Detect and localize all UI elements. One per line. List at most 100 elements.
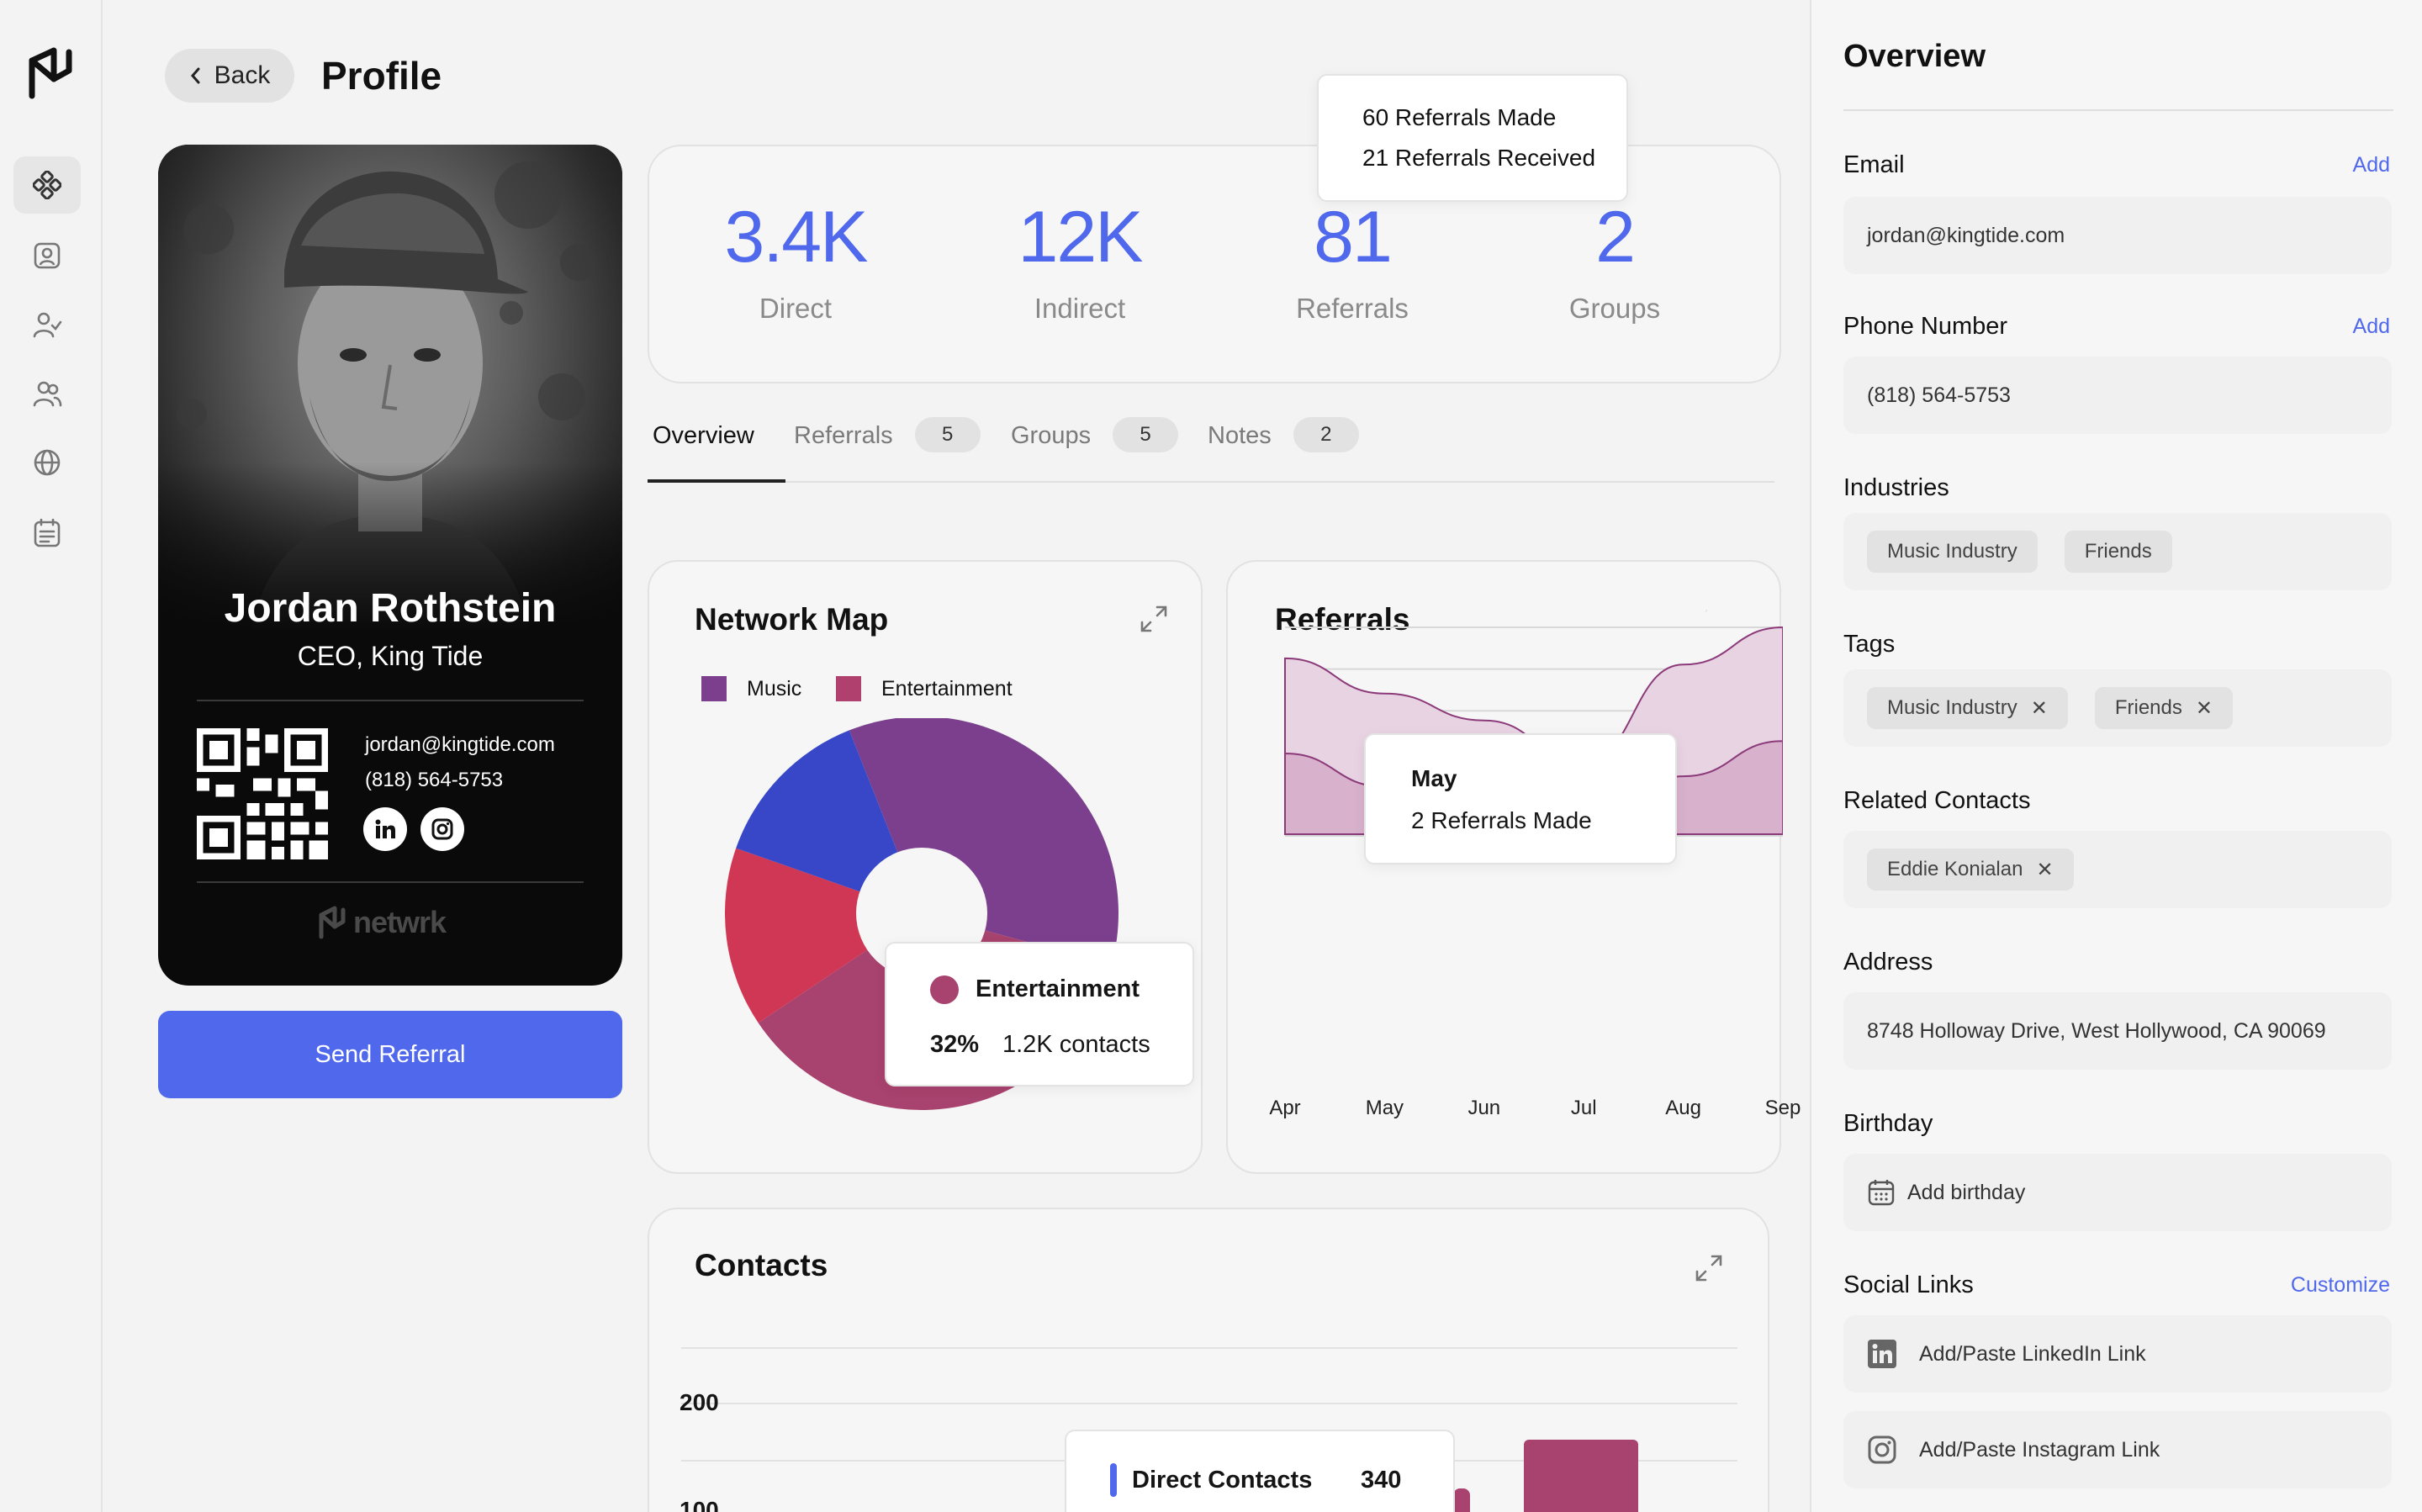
tags-field[interactable]: Music Industry ✕ Friends ✕ bbox=[1843, 669, 2392, 747]
tab-referrals[interactable]: Referrals 5 bbox=[794, 415, 981, 483]
pie-slice[interactable] bbox=[725, 848, 922, 1023]
industry-chip[interactable]: Music Industry bbox=[1867, 531, 2038, 573]
email-value: jordan@kingtide.com bbox=[1867, 223, 2065, 247]
linkedin-placeholder: Add/Paste LinkedIn Link bbox=[1919, 1341, 2146, 1366]
y-tick: 100 bbox=[680, 1497, 719, 1512]
x-tick-label: Jul bbox=[1570, 1097, 1597, 1119]
remove-icon[interactable]: ✕ bbox=[2030, 696, 2048, 720]
legend-label: Entertainment bbox=[881, 676, 1013, 700]
series-dot bbox=[930, 975, 959, 1004]
tooltip-value: 2 Referrals Made bbox=[1411, 807, 1592, 833]
phone-field[interactable]: (818) 564-5753 bbox=[1843, 357, 2392, 434]
users-icon[interactable] bbox=[13, 365, 81, 422]
qr-code[interactable] bbox=[197, 728, 328, 859]
page-title: Profile bbox=[321, 54, 442, 98]
globe-icon[interactable] bbox=[13, 434, 81, 491]
linkedin-icon[interactable] bbox=[363, 807, 407, 851]
industries-label: Industries bbox=[1843, 474, 1949, 501]
send-referral-button[interactable]: Send Referral bbox=[158, 1011, 622, 1098]
count-badge: 5 bbox=[1113, 417, 1179, 452]
industries-field[interactable]: Music Industry Friends bbox=[1843, 513, 2392, 590]
stat-label: Groups bbox=[1568, 293, 1661, 324]
tab-label: Referrals bbox=[794, 422, 893, 449]
calendar-list-icon[interactable] bbox=[13, 505, 81, 562]
stat-label: Referrals bbox=[1296, 293, 1409, 324]
email-label: Email bbox=[1843, 151, 1905, 178]
bar[interactable] bbox=[1453, 1488, 1470, 1512]
tags-label: Tags bbox=[1843, 631, 1896, 658]
tab-overview[interactable]: Overview bbox=[648, 415, 785, 483]
contact-card-icon[interactable] bbox=[13, 227, 81, 284]
email-field[interactable]: jordan@kingtide.com bbox=[1843, 197, 2392, 274]
tooltip-percent: 32% bbox=[930, 1031, 980, 1058]
birthday-field[interactable]: Add birthday bbox=[1843, 1154, 2392, 1231]
referrals-tooltip: 60 Referrals Made 21 Referrals Received bbox=[1317, 74, 1628, 202]
stat-groups[interactable]: 2 Groups bbox=[1489, 195, 1741, 325]
stat-indirect[interactable]: 12K Indirect bbox=[954, 195, 1206, 325]
stat-direct[interactable]: 3.4K Direct bbox=[669, 195, 922, 325]
birthday-label: Birthday bbox=[1843, 1110, 1933, 1137]
card-title: Referrals bbox=[1275, 602, 1410, 637]
area-chart bbox=[1284, 626, 1783, 837]
tab-label: Overview bbox=[653, 422, 754, 449]
remove-icon[interactable]: ✕ bbox=[2195, 696, 2213, 720]
phone-add-link[interactable]: Add bbox=[2352, 315, 2390, 338]
grid-line bbox=[681, 1347, 1737, 1349]
card-divider bbox=[197, 881, 584, 883]
chip-label: Friends bbox=[2114, 696, 2182, 719]
email-add-link[interactable]: Add bbox=[2352, 153, 2390, 177]
stat-value: 3.4K bbox=[724, 197, 869, 278]
grid-line bbox=[681, 1403, 1737, 1404]
tab-label: Notes bbox=[1208, 422, 1272, 449]
address-field[interactable]: 8748 Holloway Drive, West Hollywood, CA … bbox=[1843, 992, 2392, 1070]
linkedin-icon bbox=[1867, 1339, 1897, 1369]
customize-link[interactable]: Customize bbox=[2290, 1273, 2390, 1297]
pie-slice[interactable] bbox=[849, 718, 1118, 965]
tooltip-value: 1.2K contacts bbox=[1002, 1031, 1150, 1058]
phone-label: Phone Number bbox=[1843, 313, 2008, 340]
referrals-tooltip-may: May 2 Referrals Made bbox=[1364, 733, 1677, 864]
chip-label: Music Industry bbox=[1887, 696, 2017, 719]
person-name: Jordan Rothstein bbox=[224, 586, 557, 631]
tooltip-line: 21 Referrals Received bbox=[1362, 145, 1596, 171]
x-tick-label: Jun bbox=[1467, 1097, 1501, 1119]
tooltip-value: 340 bbox=[1361, 1467, 1402, 1493]
stat-referrals[interactable]: 81 Referrals bbox=[1226, 195, 1478, 325]
remove-icon[interactable]: ✕ bbox=[2036, 858, 2054, 881]
expand-icon[interactable] bbox=[1137, 602, 1171, 636]
instagram-field[interactable]: Add/Paste Instagram Link bbox=[1843, 1411, 2392, 1488]
legend-entertainment: Entertainment bbox=[836, 676, 1013, 701]
card-email[interactable]: jordan@kingtide.com bbox=[365, 733, 555, 756]
tooltip-label: Direct Contacts bbox=[1132, 1467, 1313, 1493]
count-badge: 2 bbox=[1293, 417, 1359, 452]
tooltip-line: 60 Referrals Made bbox=[1362, 104, 1557, 130]
instagram-icon[interactable] bbox=[420, 807, 464, 851]
tab-notes[interactable]: Notes 2 bbox=[1208, 415, 1359, 483]
expand-icon[interactable] bbox=[1704, 602, 1737, 636]
chip-label: Music Industry bbox=[1887, 540, 2017, 563]
industry-chip[interactable]: Friends bbox=[2064, 531, 2172, 573]
legend-music: Music bbox=[701, 676, 801, 701]
stat-value: 12K bbox=[1018, 197, 1143, 278]
instagram-icon bbox=[1867, 1435, 1897, 1465]
back-button[interactable]: Back bbox=[165, 49, 294, 103]
user-check-icon[interactable] bbox=[13, 296, 81, 353]
tooltip-series: Entertainment bbox=[976, 975, 1140, 1002]
dashboard-icon[interactable] bbox=[13, 156, 81, 214]
tag-chip: Friends ✕ bbox=[2094, 687, 2233, 729]
card-phone[interactable]: (818) 564-5753 bbox=[365, 769, 504, 791]
bar[interactable] bbox=[1524, 1440, 1638, 1512]
phone-value: (818) 564-5753 bbox=[1867, 383, 2011, 407]
linkedin-field[interactable]: Add/Paste LinkedIn Link bbox=[1843, 1315, 2392, 1393]
stat-value: 81 bbox=[1314, 197, 1393, 278]
expand-icon[interactable] bbox=[1692, 1251, 1726, 1285]
contacts-tooltip: Direct Contacts 340 bbox=[1065, 1430, 1455, 1512]
related-contacts-field[interactable]: Eddie Konialan ✕ bbox=[1843, 831, 2392, 908]
brand-name: netwrk bbox=[353, 905, 447, 939]
logo-icon[interactable] bbox=[27, 45, 74, 101]
stat-value: 2 bbox=[1595, 197, 1636, 278]
stat-label: Direct bbox=[759, 293, 833, 324]
tag-chip: Music Industry ✕ bbox=[1867, 687, 2068, 729]
tab-groups[interactable]: Groups 5 bbox=[1011, 415, 1179, 483]
legend-swatch bbox=[701, 676, 727, 701]
